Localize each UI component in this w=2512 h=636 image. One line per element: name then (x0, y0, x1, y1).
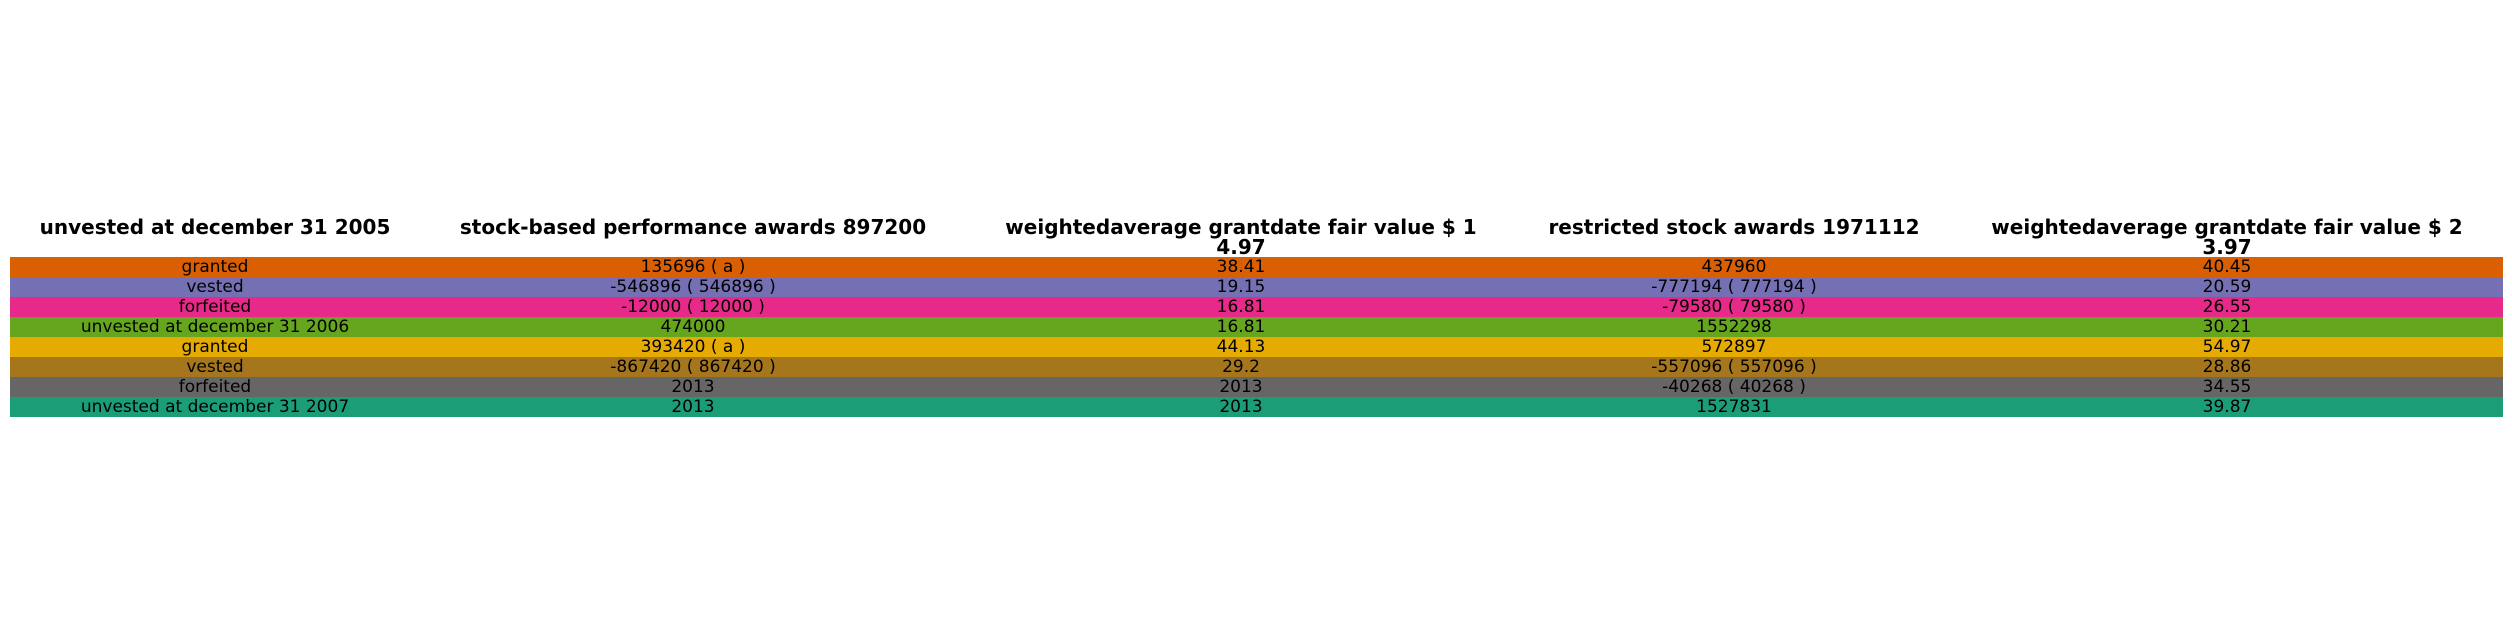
table-cell: 29.2 (1222, 357, 1260, 377)
table-cell: 2013 (671, 397, 714, 417)
table-cell: 2013 (1219, 377, 1262, 397)
column-header-3-line2: 4.97 (1216, 235, 1265, 259)
row-background (10, 317, 2503, 337)
table-header: unvested at december 31 2005 stock-based … (40, 215, 2463, 259)
column-header-3: weightedaverage grantdate fair value $ 1 (1005, 215, 1476, 239)
table-cell: 437960 (1702, 257, 1767, 277)
table-cell: 572897 (1702, 337, 1767, 357)
column-header-4: restricted stock awards 1971112 (1548, 215, 1919, 239)
table-cell: 44.13 (1217, 337, 1266, 357)
row-label: unvested at december 31 2007 (81, 397, 349, 417)
row-background (10, 277, 2503, 297)
table-cell: -546896 ( 546896 ) (610, 277, 775, 297)
table-cell: 2013 (671, 377, 714, 397)
table-cell: 54.97 (2203, 337, 2252, 357)
table-body: granted 135696 ( a ) 38.41 437960 40.45veste… (10, 257, 2503, 417)
table-row: vested -546896 ( 546896 ) 19.15 -777194 ( 7… (10, 277, 2503, 297)
table-row: forfeited 2013 2013 -40268 ( 40268 ) 34.55 (10, 377, 2503, 397)
table-cell: -40268 ( 40268 ) (1662, 377, 1806, 397)
table-cell: 135696 ( a ) (641, 257, 746, 277)
table-row: granted 393420 ( a ) 44.13 572897 54.97 (10, 337, 2503, 357)
row-background (10, 297, 2503, 317)
table-cell: 1552298 (1696, 317, 1772, 337)
row-background (10, 377, 2503, 397)
table-cell: -867420 ( 867420 ) (610, 357, 775, 377)
row-background (10, 357, 2503, 377)
table-cell: 40.45 (2203, 257, 2252, 277)
row-background (10, 337, 2503, 357)
table-cell: -557096 ( 557096 ) (1651, 357, 1816, 377)
column-header-5-line2: 3.97 (2202, 235, 2251, 259)
row-background (10, 397, 2503, 417)
table-row: granted 135696 ( a ) 38.41 437960 40.45 (10, 257, 2503, 277)
column-header-2: stock-based performance awards 897200 (460, 215, 926, 239)
column-header-5: weightedaverage grantdate fair value $ 2 (1991, 215, 2462, 239)
table-cell: 28.86 (2203, 357, 2252, 377)
table-cell: 34.55 (2203, 377, 2252, 397)
row-label: vested (186, 277, 243, 297)
table-cell: -12000 ( 12000 ) (621, 297, 765, 317)
table-row: vested -867420 ( 867420 ) 29.2 -557096 ( 55… (10, 357, 2503, 377)
table-cell: -777194 ( 777194 ) (1651, 277, 1816, 297)
table-cell: 38.41 (1217, 257, 1266, 277)
row-label: forfeited (179, 297, 251, 317)
table-cell: 16.81 (1217, 317, 1266, 337)
row-label: granted (182, 337, 249, 357)
row-label: unvested at december 31 2006 (81, 317, 349, 337)
table-row: unvested at december 31 2006 474000 16.81 1… (10, 317, 2503, 337)
table-cell: 20.59 (2203, 277, 2252, 297)
table-cell: -79580 ( 79580 ) (1662, 297, 1806, 317)
row-label: forfeited (179, 377, 251, 397)
table-cell: 2013 (1219, 397, 1262, 417)
table-cell: 30.21 (2203, 317, 2252, 337)
table-row: unvested at december 31 2007 2013 2013 1527… (10, 397, 2503, 417)
row-label: vested (186, 357, 243, 377)
row-background (10, 257, 2503, 277)
table-cell: 26.55 (2203, 297, 2252, 317)
column-header-1: unvested at december 31 2005 (40, 215, 391, 239)
table-cell: 19.15 (1217, 277, 1266, 297)
table-cell: 1527831 (1696, 397, 1772, 417)
row-label: granted (182, 257, 249, 277)
table-row: forfeited -12000 ( 12000 ) 16.81 -79580 ( 7… (10, 297, 2503, 317)
table-cell: 16.81 (1217, 297, 1266, 317)
table-cell: 474000 (661, 317, 726, 337)
table-cell: 39.87 (2203, 397, 2252, 417)
table-cell: 393420 ( a ) (641, 337, 746, 357)
